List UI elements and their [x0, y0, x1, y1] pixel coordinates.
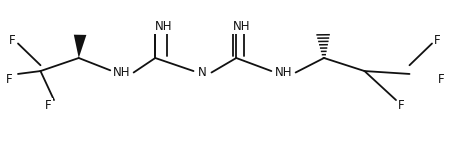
Text: NH: NH — [233, 20, 250, 33]
Text: NH: NH — [113, 66, 130, 79]
Text: F: F — [9, 34, 16, 47]
Text: NH: NH — [155, 20, 172, 33]
Text: F: F — [6, 72, 12, 86]
Text: F: F — [45, 99, 52, 112]
Polygon shape — [74, 35, 86, 58]
Text: N: N — [198, 66, 207, 79]
Text: NH: NH — [275, 66, 292, 79]
Text: F: F — [438, 72, 444, 86]
Text: F: F — [398, 99, 405, 112]
Text: F: F — [434, 34, 441, 47]
